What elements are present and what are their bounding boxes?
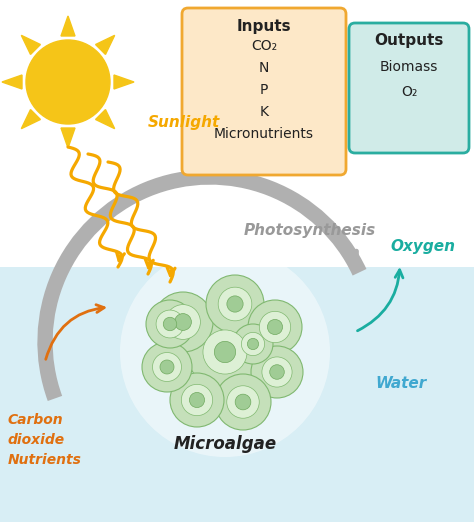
Text: Water: Water — [375, 376, 426, 392]
Polygon shape — [2, 75, 22, 89]
Polygon shape — [21, 35, 40, 54]
Text: N: N — [259, 61, 269, 75]
Circle shape — [233, 324, 273, 364]
Circle shape — [247, 338, 259, 350]
Circle shape — [120, 247, 330, 457]
Circle shape — [267, 319, 283, 335]
Text: Photosynthesis: Photosynthesis — [244, 222, 376, 238]
Circle shape — [203, 330, 247, 374]
Circle shape — [206, 275, 264, 333]
Circle shape — [174, 314, 191, 330]
Circle shape — [259, 311, 291, 342]
Polygon shape — [114, 75, 134, 89]
Text: Inputs: Inputs — [237, 18, 292, 33]
Polygon shape — [21, 110, 40, 128]
Circle shape — [251, 346, 303, 398]
Circle shape — [215, 374, 271, 430]
Circle shape — [156, 310, 184, 338]
Text: Outputs: Outputs — [374, 33, 444, 49]
Circle shape — [262, 357, 292, 387]
Text: Biomass: Biomass — [380, 60, 438, 74]
Circle shape — [235, 394, 251, 410]
Text: P: P — [260, 83, 268, 97]
Circle shape — [187, 314, 263, 390]
Text: Carbon
dioxide
Nutrients: Carbon dioxide Nutrients — [8, 413, 82, 467]
Circle shape — [190, 393, 205, 408]
Text: Oxygen: Oxygen — [390, 240, 455, 255]
Text: CO₂: CO₂ — [251, 39, 277, 53]
Circle shape — [182, 384, 213, 416]
Text: Micronutrients: Micronutrients — [214, 127, 314, 141]
FancyBboxPatch shape — [182, 8, 346, 175]
Text: O₂: O₂ — [401, 85, 417, 99]
Circle shape — [160, 360, 174, 374]
Circle shape — [170, 373, 224, 427]
Circle shape — [227, 296, 243, 312]
Circle shape — [146, 300, 194, 348]
FancyBboxPatch shape — [349, 23, 469, 153]
Circle shape — [153, 352, 182, 382]
Circle shape — [248, 300, 302, 354]
Polygon shape — [96, 110, 115, 128]
Polygon shape — [61, 16, 75, 36]
Text: K: K — [259, 105, 268, 119]
Polygon shape — [96, 35, 115, 54]
Circle shape — [163, 317, 177, 331]
Circle shape — [241, 333, 264, 355]
Circle shape — [227, 386, 259, 418]
Circle shape — [214, 341, 236, 363]
Circle shape — [218, 287, 252, 321]
Circle shape — [153, 292, 213, 352]
Circle shape — [165, 305, 201, 339]
Circle shape — [270, 365, 284, 379]
Circle shape — [26, 40, 110, 124]
Bar — [0, 267, 474, 522]
Text: Sunlight: Sunlight — [148, 114, 220, 129]
Polygon shape — [61, 128, 75, 148]
Circle shape — [142, 342, 192, 392]
Text: Microalgae: Microalgae — [173, 435, 276, 453]
